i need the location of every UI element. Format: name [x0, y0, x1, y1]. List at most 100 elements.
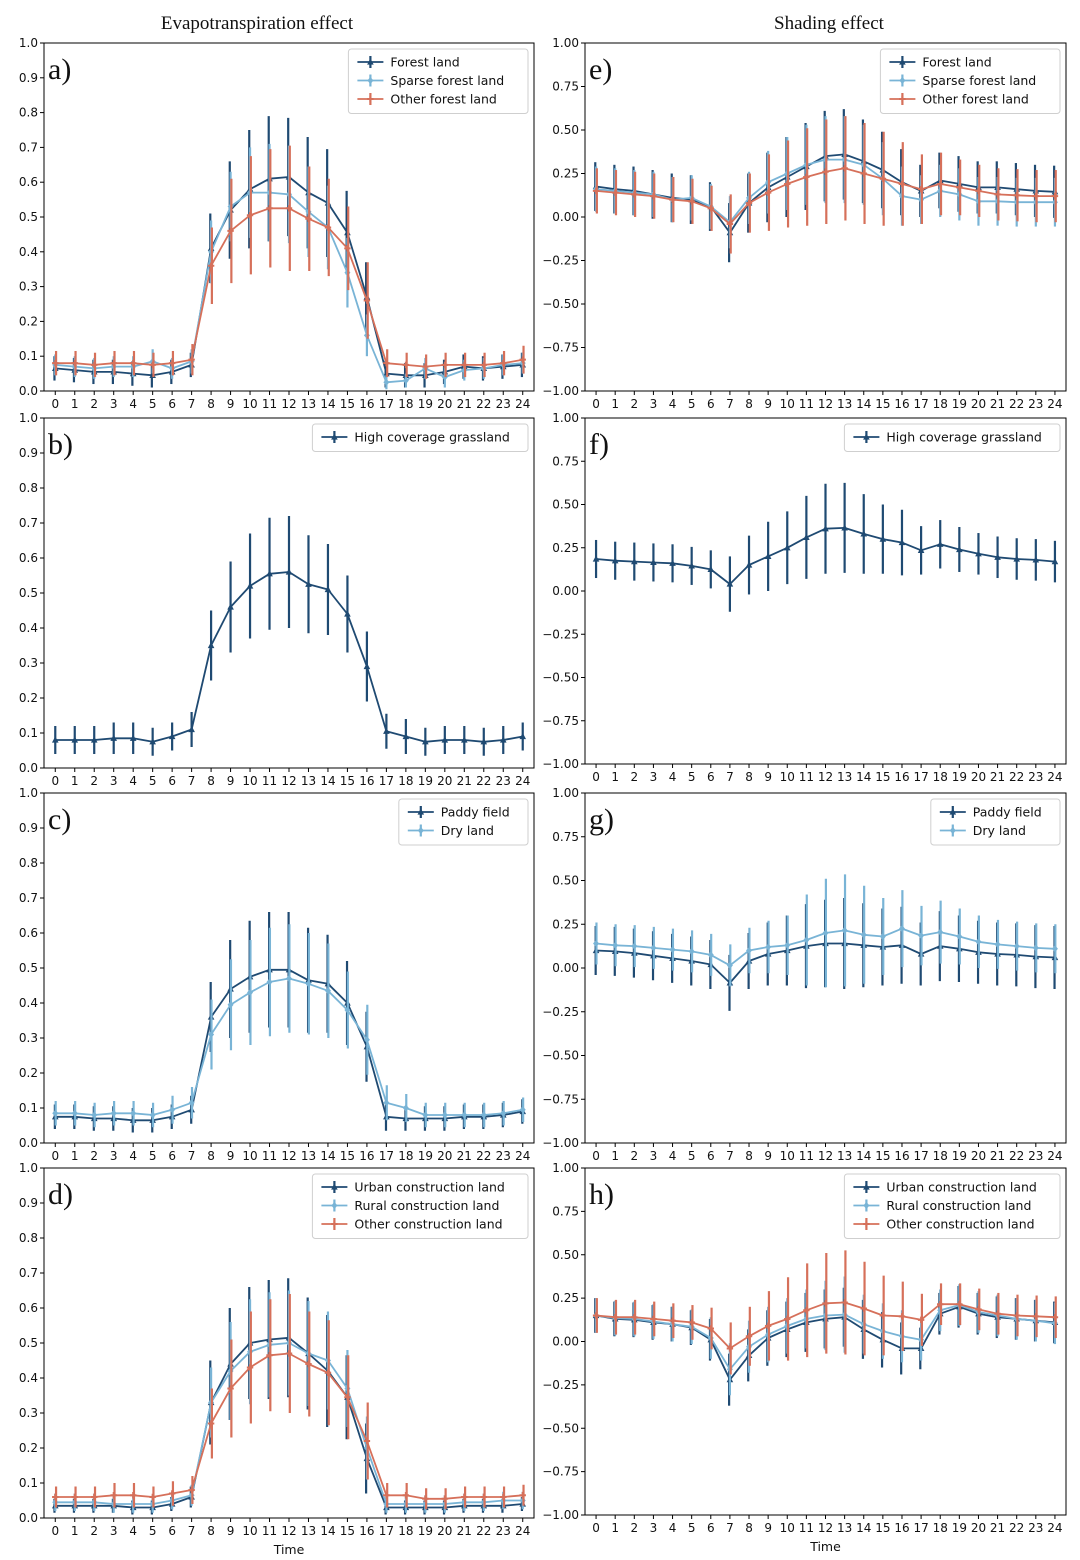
legend-swatch-marker — [331, 1220, 338, 1228]
x-tick-label: 9 — [227, 397, 235, 411]
x-tick-label: 22 — [476, 1524, 491, 1538]
y-tick-label: 0.25 — [552, 917, 579, 931]
y-tick-label: 1.00 — [552, 1161, 579, 1175]
x-tick-label: 16 — [894, 1149, 909, 1163]
x-tick-label: 10 — [780, 397, 795, 411]
chart-panel-g: −1.00 −0.75 −0.50 −0.25 0.00 0.25 0.50 0.75 1.00… — [542, 786, 1067, 1163]
x-tick-label: 2 — [90, 1524, 98, 1538]
data-point — [305, 1360, 312, 1368]
data-point — [1032, 944, 1039, 952]
data-point — [286, 974, 292, 983]
x-tick-label: 11 — [262, 1149, 277, 1163]
x-tick-label: 11 — [799, 1149, 814, 1163]
data-point — [764, 1322, 772, 1330]
y-tick-label: 0.2 — [19, 691, 38, 705]
x-tick-label: 7 — [726, 1521, 734, 1535]
data-point — [611, 1314, 619, 1321]
y-tick-label: 0.9 — [19, 71, 38, 85]
x-tick-label: 18 — [933, 770, 948, 784]
x-tick-label: 8 — [207, 774, 215, 788]
x-tick-label: 16 — [359, 1149, 374, 1163]
legend-box — [347, 48, 529, 114]
data-point — [402, 1104, 409, 1112]
x-tick-label: 0 — [592, 1149, 600, 1163]
y-tick-label: −0.50 — [542, 1049, 579, 1063]
data-point — [917, 1316, 925, 1324]
x-tick-label: 16 — [894, 1521, 909, 1535]
y-tick-label: −1.00 — [542, 757, 579, 771]
data-point — [129, 1492, 137, 1499]
data-point — [860, 1305, 867, 1312]
data-point — [1013, 942, 1020, 950]
chart-panel-d: 0.00.10.20.30.40.50.60.70.80.91.00 1 2 3 4 5 6… — [19, 1161, 535, 1557]
y-tick-label: 0.9 — [19, 821, 38, 835]
x-tick-label: 6 — [168, 1524, 176, 1538]
x-tick-label: 11 — [799, 1521, 814, 1535]
x-tick-label: 7 — [726, 1149, 734, 1163]
legend-swatch-marker — [899, 58, 906, 65]
data-point — [383, 727, 390, 734]
x-tick-label: 24 — [1047, 1521, 1062, 1535]
x-tick-label: 8 — [207, 397, 215, 411]
x-tick-label: 24 — [515, 774, 530, 788]
data-point — [500, 1493, 507, 1501]
y-tick-label: −0.75 — [542, 1465, 579, 1479]
data-point — [898, 180, 906, 188]
data-point — [803, 173, 810, 181]
x-tick-label: 1 — [71, 1149, 79, 1163]
legend: High coverage grassland — [311, 423, 529, 452]
y-tick-label: 0.2 — [19, 1441, 38, 1455]
x-tick-label: 4 — [669, 1521, 677, 1535]
data-point — [860, 931, 867, 939]
x-tick-label: 23 — [1028, 397, 1043, 411]
data-point — [149, 1493, 156, 1501]
legend: High coverage grassland — [843, 423, 1061, 452]
x-tick-label: 16 — [359, 397, 374, 411]
data-point — [207, 262, 215, 269]
data-point — [402, 732, 410, 740]
data-point — [363, 1437, 371, 1445]
x-tick-label: 13 — [301, 1524, 316, 1538]
x-tick-label: 0 — [592, 397, 600, 411]
legend-swatch-marker — [949, 826, 956, 835]
data-point — [592, 187, 600, 195]
x-tick-label: 21 — [990, 397, 1005, 411]
data-point — [168, 732, 176, 740]
data-point — [110, 1492, 117, 1499]
data-point — [688, 947, 695, 955]
x-tick-label: 21 — [457, 1149, 472, 1163]
data-point — [1032, 192, 1040, 200]
data-point — [650, 944, 657, 952]
legend-swatch-marker — [331, 1201, 338, 1210]
data-point — [305, 580, 312, 587]
panel-label: a) — [48, 53, 71, 86]
data-point — [956, 545, 963, 553]
panel-label: c) — [48, 803, 71, 836]
x-tick-label: 20 — [437, 1149, 452, 1163]
x-tick-label: 14 — [320, 1524, 335, 1538]
x-tick-label: 0 — [51, 774, 59, 788]
x-tick-label: 14 — [856, 1521, 871, 1535]
data-point — [383, 378, 390, 386]
x-tick-label: 2 — [630, 770, 638, 784]
x-tick-label: 6 — [168, 397, 176, 411]
x-tick-label: 16 — [894, 397, 909, 411]
data-point — [631, 1314, 638, 1321]
y-tick-label: 0.5 — [19, 961, 38, 975]
y-tick-label: 0.1 — [19, 1101, 38, 1115]
data-point — [631, 557, 638, 565]
data-point — [803, 936, 810, 944]
y-tick-label: 0.8 — [19, 856, 38, 870]
data-point — [500, 1109, 507, 1117]
x-tick-label: 12 — [281, 774, 296, 788]
legend-entry: Paddy field — [973, 805, 1042, 820]
data-point — [129, 734, 137, 741]
legend: Urban construction land Rural constructio… — [843, 1173, 1061, 1239]
data-point — [937, 1301, 944, 1308]
x-tick-label: 3 — [110, 774, 118, 788]
x-tick-label: 14 — [856, 770, 871, 784]
data-point — [344, 245, 351, 252]
data-point — [669, 196, 676, 203]
data-point — [71, 359, 78, 367]
x-tick-label: 1 — [611, 397, 619, 411]
